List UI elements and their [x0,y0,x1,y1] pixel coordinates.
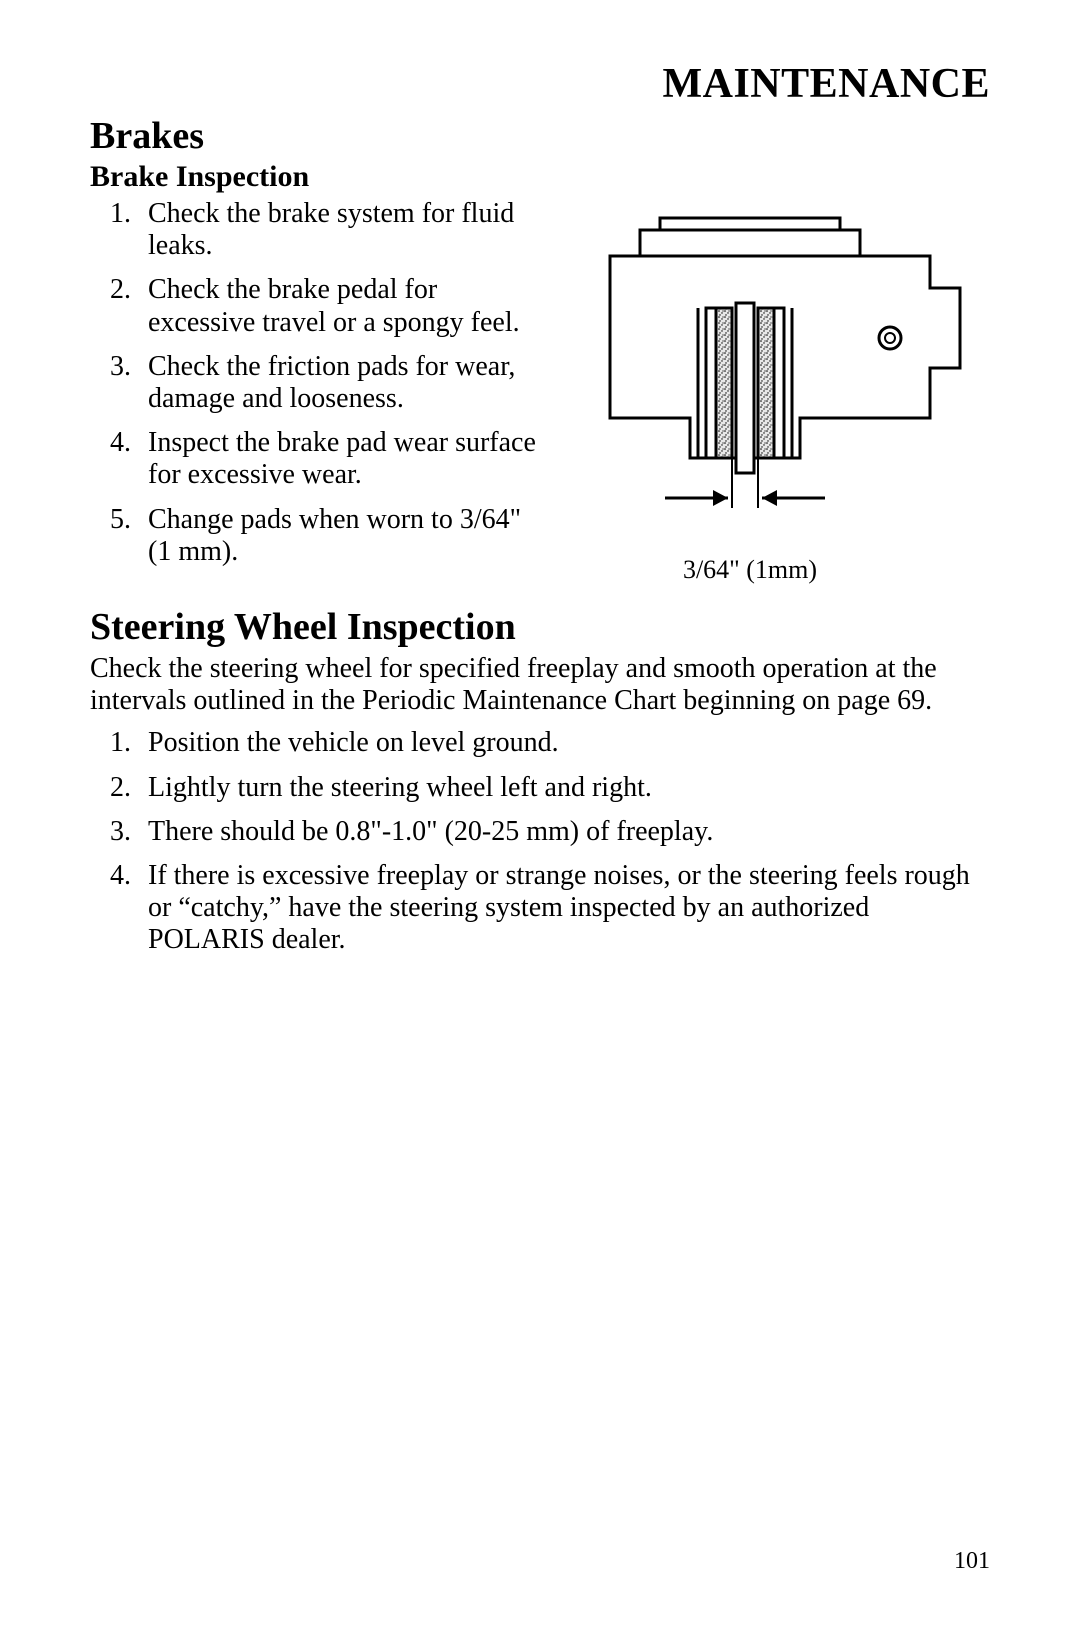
brake-inspection-list: Check the brake system for fluid leaks. … [90,198,550,568]
chapter-header: MAINTENANCE [90,60,990,108]
page: MAINTENANCE Brakes Brake Inspection Chec… [0,0,1080,1645]
steering-inspection-list: Position the vehicle on level ground. Li… [90,727,990,956]
list-item: Check the friction pads for wear, damage… [138,351,550,415]
brakes-list-column: Check the brake system for fluid leaks. … [90,198,550,580]
brake-caliper-diagram: 3/64" (1mm) [570,208,990,585]
brakes-two-column: Check the brake system for fluid leaks. … [90,198,990,585]
section-steering: Steering Wheel Inspection Check the stee… [90,605,990,957]
page-number: 101 [954,1548,990,1575]
list-item: Check the brake system for fluid leaks. [138,198,550,262]
list-item: Inspect the brake pad wear surface for e… [138,427,550,491]
brakes-diagram-column: 3/64" (1mm) [550,198,990,585]
section-steering-title: Steering Wheel Inspection [90,605,990,649]
list-item: There should be 0.8"-1.0" (20-25 mm) of … [138,816,990,848]
list-item: If there is excessive freeplay or strang… [138,860,990,957]
steering-intro: Check the steering wheel for specified f… [90,653,990,717]
list-item: Lightly turn the steering wheel left and… [138,772,990,804]
subsection-brake-inspection: Brake Inspection [90,160,990,194]
list-item: Position the vehicle on level ground. [138,727,990,759]
brake-caliper-svg [580,208,980,548]
list-item: Check the brake pedal for excessive trav… [138,274,550,338]
list-item: Change pads when worn to 3/64" (1 mm). [138,504,550,568]
section-brakes-title: Brakes [90,114,990,158]
diagram-caption: 3/64" (1mm) [540,555,960,585]
